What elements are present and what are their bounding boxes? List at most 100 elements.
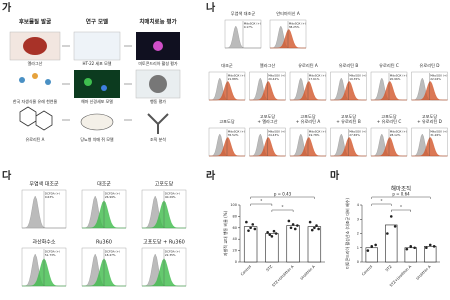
significance-label: *	[260, 199, 262, 204]
gate-percent: 17.61%	[309, 77, 320, 81]
gate-label: MitoSOX (+)	[349, 74, 366, 78]
data-point	[272, 229, 276, 233]
column-header: 치매치료능 평가	[139, 18, 176, 26]
gate-label: DCFDA (+)	[105, 192, 120, 196]
y-tick-label: 20	[233, 249, 237, 253]
data-point	[374, 243, 377, 247]
significance-bracket	[371, 196, 431, 199]
item-label: HT-22 세포 모델	[83, 60, 112, 66]
histogram-title: + 유로리틴 C	[377, 118, 402, 125]
data-point	[287, 219, 291, 223]
gate-percent: 28.12%	[390, 133, 401, 137]
gate-percent: 19.78%	[309, 133, 320, 137]
data-point	[413, 246, 416, 250]
data-point	[428, 243, 432, 247]
y-tick-label: 3	[357, 217, 359, 221]
significance-bracket	[391, 209, 411, 212]
x-tick-label: STZ+Urolithin A	[389, 264, 413, 288]
y-tick-label: 80	[233, 214, 237, 218]
gate-percent: 20.42%	[268, 77, 279, 81]
y-tick-label: 0	[357, 260, 359, 264]
item-label: 한국 자생식물 유래 천연물	[13, 98, 58, 104]
y-tick-label: 1	[357, 246, 359, 250]
histogram-reference	[22, 195, 66, 229]
histogram-title: 고포도당	[260, 113, 276, 119]
gate-label: DCFDA (+)	[105, 250, 120, 254]
data-point	[289, 226, 293, 230]
histogram-title: + 유로리틴 A	[296, 118, 321, 125]
histogram-title: 유로리틴 D	[420, 62, 440, 69]
bar	[365, 247, 378, 263]
data-point	[366, 249, 370, 252]
histogram-title: 유로리틴 C	[379, 62, 399, 69]
gate-percent: 24.43%	[268, 133, 279, 137]
data-point	[389, 215, 393, 218]
data-point	[266, 231, 269, 234]
gate-label: MitoSOX (+)	[244, 22, 261, 26]
histogram-title: 고포도당	[219, 118, 235, 124]
significance-label: *	[282, 205, 284, 210]
gate-label: DCFDA (+)	[45, 192, 60, 196]
gate-label: MitoSOX (+)	[390, 130, 407, 134]
gate-percent: 38.25%	[289, 25, 300, 29]
significance-bracket	[271, 209, 294, 212]
panel-label: 나	[206, 1, 216, 14]
data-point	[249, 226, 252, 230]
histogram-title: 고포도당	[381, 113, 397, 119]
x-tick-label: STZ+Urolithin A	[271, 264, 295, 288]
significance-bracket	[371, 203, 392, 206]
histogram-title: 고포도당	[155, 181, 174, 188]
gate-label: DCFDA (+)	[45, 250, 60, 254]
gate-label: MitoSOX (+)	[228, 74, 245, 78]
data-point	[432, 245, 436, 248]
gate-label: MitoSOX (+)	[268, 74, 285, 78]
gate-percent: 27.65%	[349, 133, 360, 137]
panel-label: 다	[2, 169, 12, 182]
item-label: 행동 평가	[150, 98, 166, 104]
data-point	[268, 233, 272, 236]
x-tick-label: Control	[361, 265, 373, 277]
y-axis-label: 미토콘드리아 활성산소 (대조군 대비 배수)	[344, 198, 350, 269]
y-tick-label: 0	[235, 260, 237, 264]
gate-percent: 0.17%	[244, 25, 253, 29]
item-label: 당뇨병 치매 쥐 모델	[80, 136, 114, 142]
panel-label: 가	[2, 1, 12, 14]
data-point	[251, 223, 255, 226]
gate-label: DCFDA (+)	[165, 192, 180, 196]
gate-percent: 31.26%	[430, 133, 441, 137]
data-point	[310, 228, 314, 232]
data-point	[293, 227, 297, 231]
gate-percent: 22.04%	[430, 77, 441, 81]
bar	[404, 247, 417, 263]
data-point	[270, 235, 274, 238]
panel-label: 라	[206, 169, 216, 182]
data-point	[313, 226, 316, 230]
data-point	[393, 225, 397, 228]
item-label: 미토콘드리아 활성 평가	[138, 60, 178, 66]
y-tick-label: 60	[233, 226, 237, 230]
gate-label: MitoSOX (+)	[390, 74, 407, 78]
histogram-title: 유로리틴 B	[339, 62, 359, 69]
y-axis-label: 자발적 교대 행동 비율 (%)	[222, 211, 228, 257]
histogram-title: Ru360	[96, 240, 112, 246]
significance-label: p = 0.64	[392, 192, 410, 197]
data-point	[291, 223, 295, 226]
histogram-title: + 엘라그산	[257, 118, 277, 125]
histogram-title: 고포도당	[422, 113, 438, 119]
gate-percent: 0.63%	[45, 195, 54, 199]
data-point	[247, 229, 250, 232]
histogram-title: 대조군	[221, 62, 233, 69]
histogram-title: 유로리틴 A	[298, 62, 318, 69]
gate-percent: 19.35%	[349, 77, 360, 81]
gate-label: DCFDA (+)	[165, 250, 180, 254]
histogram-title: 안티마이신 A	[276, 10, 300, 17]
gate-percent: 20.96%	[390, 77, 401, 81]
histogram-title: 무염색 대조군	[29, 181, 59, 188]
significance-label: *	[400, 205, 402, 210]
x-tick-label: Control	[240, 265, 252, 277]
gate-label: MitoSOX (+)	[289, 22, 306, 26]
histogram-reference	[225, 25, 261, 49]
x-tick-label: STZ	[385, 264, 393, 272]
x-tick-label: Urolithin A	[300, 264, 316, 280]
